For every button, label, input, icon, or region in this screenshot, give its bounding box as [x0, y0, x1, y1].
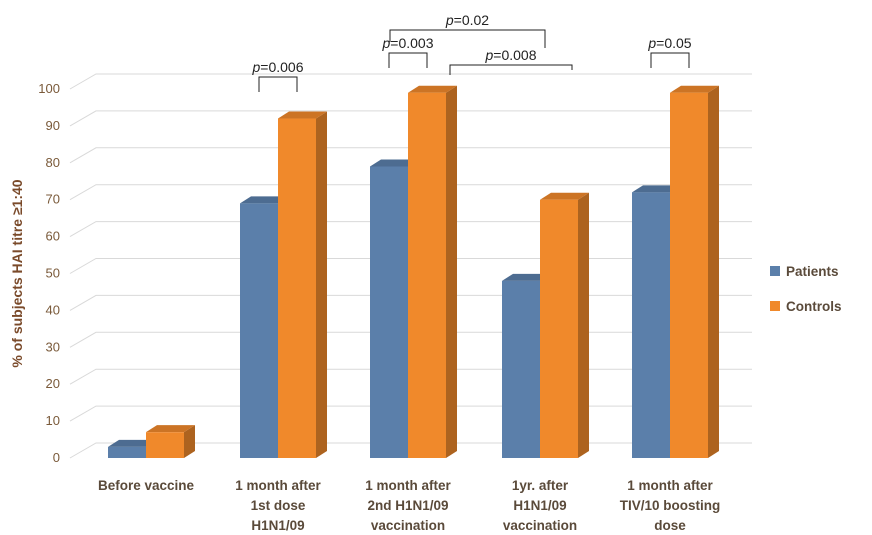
bar-top: [408, 85, 457, 93]
bar-top: [370, 159, 419, 167]
bar-top: [670, 85, 719, 93]
bar-side: [316, 111, 327, 459]
gridline: [69, 184, 752, 201]
gridline: [69, 258, 752, 274]
bar-front: [108, 446, 146, 458]
bar-side: [446, 85, 457, 458]
legend-swatch: [770, 266, 780, 276]
bar-top: [108, 439, 157, 447]
bar-top: [632, 185, 681, 193]
bar-front: [278, 118, 316, 459]
bar-controls: [408, 85, 457, 458]
legend-item-patients: Patients: [770, 264, 839, 279]
y-axis-ticks: 0 10 20 30 40 50 60 70 80 90 100: [38, 81, 60, 465]
bar-top: [278, 111, 327, 119]
bar-front: [540, 199, 578, 458]
y-tick-label: 100: [38, 81, 60, 96]
y-tick-label: 10: [46, 413, 60, 428]
bar-top: [540, 192, 589, 200]
bar-front: [670, 92, 708, 458]
y-tick-label: 20: [46, 376, 60, 391]
significance-bracket: [388, 52, 428, 68]
legend: Patients Controls: [770, 264, 842, 314]
y-tick-label: 50: [46, 266, 60, 281]
bar-top: [240, 196, 289, 204]
bar-controls: [278, 111, 327, 459]
bar-side: [578, 192, 589, 458]
x-category-label: 1 month after: [235, 478, 321, 493]
x-category-label: 1st dose: [251, 498, 306, 513]
x-category-label: H1N1/09: [251, 518, 304, 533]
bar-controls: [670, 85, 719, 458]
x-axis-categories: Before vaccine 1 month after 1st dose H1N1/…: [98, 478, 720, 533]
p-value-label: p=0.003: [381, 35, 433, 51]
significance-annotations: p=0.006 p=0.003 p=0.02 p=0.008 p=0.05: [251, 12, 692, 92]
bar-front: [502, 280, 540, 458]
gridline: [69, 147, 752, 164]
significance-bracket: [258, 76, 298, 92]
x-category-label: H1N1/09: [513, 498, 566, 513]
x-category-label: 1 month after: [627, 478, 713, 493]
y-tick-label: 40: [46, 302, 60, 317]
bars: [108, 85, 719, 459]
significance-bracket: [389, 29, 546, 48]
legend-item-controls: Controls: [770, 299, 842, 314]
bar-front: [408, 92, 446, 458]
significance-bracket: [449, 64, 573, 75]
bar-front: [240, 203, 278, 458]
y-tick-label: 80: [46, 155, 60, 170]
x-category-label: 1yr. after: [512, 478, 569, 493]
x-category-label: 2nd H1N1/09: [367, 498, 448, 513]
p-value-label: p=0.008: [484, 47, 536, 63]
x-category-label: vaccination: [371, 518, 445, 533]
y-tick-label: 70: [46, 192, 60, 207]
bar-controls: [540, 192, 589, 458]
x-category-label: vaccination: [503, 518, 577, 533]
bar-controls: [146, 425, 195, 458]
bar-side: [184, 425, 195, 458]
significance-bracket: [650, 52, 690, 68]
x-category-label: dose: [654, 518, 686, 533]
x-category-label: TIV/10 boosting: [620, 498, 721, 513]
gridline: [69, 110, 752, 127]
legend-label: Patients: [786, 264, 839, 279]
p-value-label: p=0.006: [251, 59, 303, 75]
bar-front: [632, 192, 670, 458]
y-tick-label: 30: [46, 339, 60, 354]
x-category-label: 1 month after: [365, 478, 451, 493]
p-value-label: p=0.05: [647, 35, 691, 51]
gridline: [69, 221, 752, 238]
legend-label: Controls: [786, 299, 842, 314]
bar-front: [370, 166, 408, 459]
y-tick-label: 0: [53, 450, 60, 465]
bar-side: [708, 85, 719, 458]
bar-top: [146, 425, 195, 433]
y-axis-label: % of subjects HAI titre ≥1:40: [9, 179, 25, 367]
x-category-label: Before vaccine: [98, 478, 195, 493]
bar-top: [502, 273, 551, 281]
y-tick-label: 60: [46, 229, 60, 244]
gridline: [69, 73, 752, 90]
bar-front: [146, 432, 184, 458]
grid-lines: [69, 73, 752, 459]
p-value-label: p=0.02: [445, 12, 489, 28]
legend-swatch: [770, 301, 780, 311]
y-tick-label: 90: [46, 118, 60, 133]
